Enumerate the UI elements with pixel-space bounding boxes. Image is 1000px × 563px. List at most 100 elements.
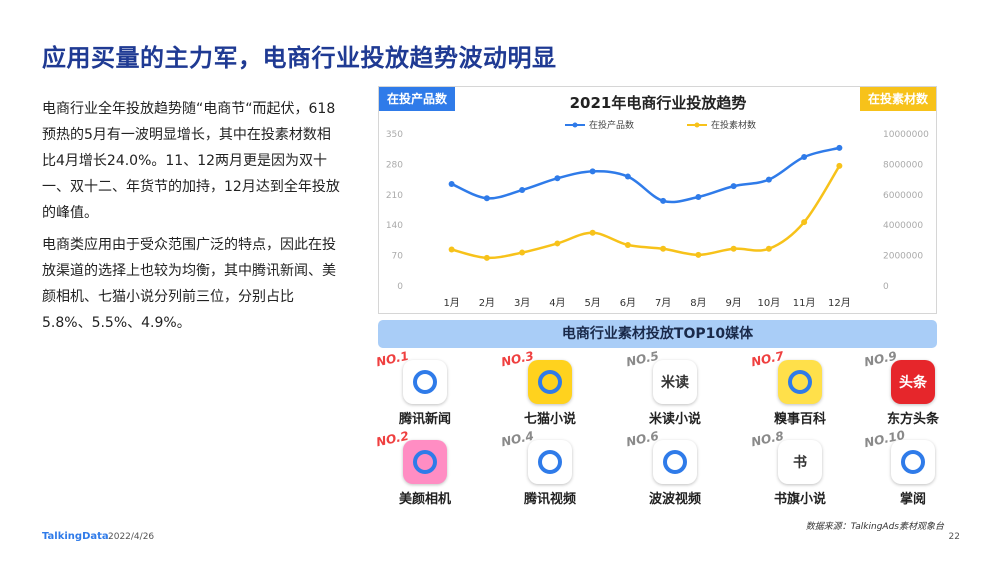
icon-glyph-shape xyxy=(788,370,812,394)
y-right-tick-3: 4000000 xyxy=(883,221,923,231)
series-1-point-0 xyxy=(448,246,455,253)
qiushi-icon xyxy=(778,360,822,404)
icon-glyph-shape xyxy=(901,450,925,474)
media-item: NO.10 掌阅 xyxy=(858,428,968,508)
paragraph-trend: 电商行业全年投放趋势随“电商节“而起伏，618预热的5月有一波明显增长，其中在投… xyxy=(42,101,340,221)
y-left-tick-3: 140 xyxy=(386,221,403,231)
series-0-point-8 xyxy=(730,183,737,190)
legend-label-1: 在投素材数 xyxy=(711,119,756,131)
series-0-point-10 xyxy=(801,154,808,161)
media-item: NO.3 七猫小说 xyxy=(495,349,605,428)
series-0-point-0 xyxy=(448,180,455,187)
x-tick-3: 4月 xyxy=(549,297,565,309)
media-name: 掌阅 xyxy=(899,492,926,507)
x-tick-9: 10月 xyxy=(758,297,781,309)
x-tick-6: 7月 xyxy=(655,297,671,309)
media-item: NO.9 头条 东方头条 xyxy=(858,349,968,428)
media-name: 书旗小说 xyxy=(773,492,826,507)
shuqi-icon: 书 xyxy=(778,440,822,484)
x-tick-0: 1月 xyxy=(443,297,459,309)
y-right-tick-5: 0 xyxy=(883,282,889,292)
x-tick-8: 9月 xyxy=(725,297,741,309)
dftt-icon: 头条 xyxy=(891,360,935,404)
tencent-news-icon xyxy=(403,360,447,404)
page-number: 22 xyxy=(948,532,960,542)
x-tick-10: 11月 xyxy=(793,297,816,309)
legend-marker-1 xyxy=(694,122,700,128)
tencent-video-icon xyxy=(528,440,572,484)
series-0-point-1 xyxy=(483,195,490,202)
media-grid: NO.1 腾讯新闻 NO.3 七猫小说 NO.5 米读 米读小说 NO.7 糗事百科 NO.9 头条… xyxy=(370,349,950,512)
icon-glyph-shape xyxy=(538,450,562,474)
series-1-point-1 xyxy=(483,254,490,261)
series-line-0 xyxy=(451,146,840,204)
media-name: 腾讯新闻 xyxy=(398,412,451,427)
media-name: 糗事百科 xyxy=(773,412,826,427)
media-name: 腾讯视频 xyxy=(523,492,576,507)
y-right-tick-0: 10000000 xyxy=(883,130,929,140)
body-text: 电商行业全年投放趋势随“电商节“而起伏，618预热的5月有一波明显增长，其中在投… xyxy=(42,96,342,342)
media-name: 七猫小说 xyxy=(523,412,576,427)
icon-glyph-shape xyxy=(413,370,437,394)
media-name: 美颜相机 xyxy=(398,492,451,507)
media-item: NO.1 腾讯新闻 xyxy=(370,349,480,428)
series-1-point-8 xyxy=(730,245,737,252)
series-1-point-11 xyxy=(836,162,843,169)
icon-glyph-shape xyxy=(413,450,437,474)
footer-date: 2022/4/26 xyxy=(108,532,155,542)
talkingdata-logo: TalkingData xyxy=(42,531,109,542)
y-left-tick-2: 210 xyxy=(386,191,403,201)
trend-chart-card: 2021年电商行业投放趋势 在投产品数 在投素材数 350 280 210 140 70 0 10… xyxy=(378,86,937,314)
media-item: NO.8 书书旗小说 xyxy=(745,429,855,508)
series-0-point-6 xyxy=(660,197,667,204)
media-item: NO.7 糗事百科 xyxy=(745,349,855,428)
series-0-point-9 xyxy=(765,176,772,183)
data-source: 数据来源：TalkingAds素材观象台 xyxy=(805,522,944,532)
series-1-point-7 xyxy=(695,251,702,258)
meiyan-icon xyxy=(403,440,447,484)
series-0-point-11 xyxy=(836,144,843,151)
media-item: NO.2 美颜相机 xyxy=(370,429,480,508)
chart-title: 2021年电商行业投放趋势 xyxy=(570,94,747,112)
y-right-tick-1: 8000000 xyxy=(883,160,923,170)
right-axis-tag: 在投素材数 xyxy=(859,87,936,111)
media-name: 波波视频 xyxy=(648,492,701,507)
series-1-point-6 xyxy=(660,245,667,252)
x-tick-2: 3月 xyxy=(514,297,530,309)
x-tick-7: 8月 xyxy=(690,297,706,309)
legend-label-0: 在投产品数 xyxy=(589,119,634,131)
left-axis-tag: 在投产品数 xyxy=(379,87,456,111)
page-title: 应用买量的主力军，电商行业投放趋势波动明显 xyxy=(42,44,557,72)
x-tick-5: 6月 xyxy=(620,297,636,309)
icon-glyph-shape xyxy=(538,370,562,394)
bobo-icon xyxy=(653,440,697,484)
zhangyue-icon xyxy=(891,440,935,484)
y-left-tick-4: 70 xyxy=(392,252,404,262)
y-left-tick-0: 350 xyxy=(386,130,403,140)
series-0-point-4 xyxy=(589,168,596,175)
media-section-title: 电商行业素材投放TOP10媒体 xyxy=(378,320,937,348)
series-1-point-9 xyxy=(765,245,772,252)
icon-glyph-shape xyxy=(663,450,687,474)
series-0-point-5 xyxy=(624,173,631,180)
y-left-tick-5: 0 xyxy=(397,282,403,292)
x-tick-11: 12月 xyxy=(828,297,851,309)
series-0-point-2 xyxy=(519,187,526,194)
series-0-point-7 xyxy=(695,193,702,200)
qimao-icon xyxy=(528,360,572,404)
paragraph-media: 电商类应用由于受众范围广泛的特点，因此在投放渠道的选择上也较为均衡，其中腾讯新闻… xyxy=(42,237,336,331)
x-tick-4: 5月 xyxy=(584,297,600,309)
x-tick-1: 2月 xyxy=(479,297,495,309)
y-right-tick-4: 2000000 xyxy=(883,252,923,262)
y-right-tick-2: 6000000 xyxy=(883,191,923,201)
media-item: NO.5 米读 米读小说 xyxy=(620,349,730,428)
series-1-point-3 xyxy=(554,240,561,247)
series-1-point-10 xyxy=(801,219,808,226)
midu-icon: 米读 xyxy=(653,360,697,404)
media-name: 米读小说 xyxy=(648,412,701,427)
series-1-point-4 xyxy=(589,229,596,236)
y-left-tick-1: 280 xyxy=(386,160,403,170)
legend-marker-0 xyxy=(572,122,578,128)
media-item: NO.4 腾讯视频 xyxy=(495,429,605,508)
